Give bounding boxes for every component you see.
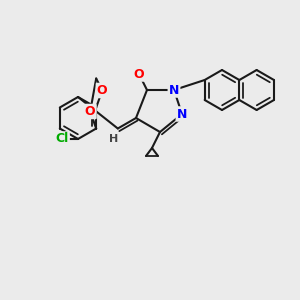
Text: H: H xyxy=(109,134,119,145)
Text: N: N xyxy=(169,83,179,97)
Text: O: O xyxy=(134,68,144,80)
Text: N: N xyxy=(177,107,187,121)
Text: O: O xyxy=(85,105,95,118)
Text: Cl: Cl xyxy=(56,133,69,146)
Text: O: O xyxy=(97,84,107,97)
